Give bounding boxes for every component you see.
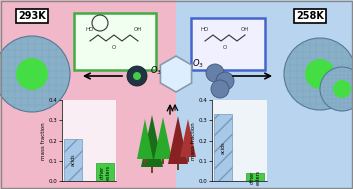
Bar	[187, 157, 189, 162]
Polygon shape	[160, 56, 192, 92]
Circle shape	[216, 72, 234, 90]
Circle shape	[0, 36, 70, 112]
Bar	[0, 0, 176, 189]
Text: OH: OH	[134, 27, 142, 32]
Text: OH: OH	[241, 27, 249, 32]
Polygon shape	[180, 119, 196, 157]
Circle shape	[133, 72, 141, 80]
Y-axis label: mass fraction: mass fraction	[191, 122, 196, 160]
Circle shape	[206, 64, 224, 82]
Text: acids: acids	[221, 142, 226, 154]
Circle shape	[16, 58, 48, 90]
Text: 258K: 258K	[296, 11, 324, 21]
Text: other
esters: other esters	[250, 170, 261, 185]
Text: HO: HO	[86, 27, 94, 32]
Polygon shape	[141, 115, 163, 167]
FancyBboxPatch shape	[191, 18, 265, 70]
Text: O: O	[223, 45, 227, 50]
Polygon shape	[168, 116, 188, 164]
Text: 293K: 293K	[18, 11, 46, 21]
Circle shape	[320, 67, 353, 111]
Circle shape	[211, 80, 229, 98]
Bar	[246, 173, 264, 181]
FancyBboxPatch shape	[74, 13, 156, 70]
Text: other
esters: other esters	[100, 165, 110, 180]
Circle shape	[333, 80, 351, 98]
Text: HO: HO	[201, 27, 209, 32]
Text: O: O	[112, 45, 116, 50]
Circle shape	[127, 66, 147, 86]
Bar	[162, 159, 164, 164]
Text: $O_3$: $O_3$	[150, 65, 162, 77]
Bar	[177, 164, 179, 170]
Bar	[176, 0, 353, 189]
Polygon shape	[154, 117, 172, 159]
Bar	[64, 139, 82, 181]
Bar	[214, 114, 232, 181]
Bar	[151, 167, 153, 173]
Circle shape	[305, 59, 335, 89]
Bar	[144, 159, 146, 164]
Y-axis label: mass fraction: mass fraction	[41, 122, 46, 160]
Circle shape	[284, 38, 353, 110]
Text: acids: acids	[71, 154, 76, 167]
Text: $O_3$: $O_3$	[192, 58, 204, 70]
Polygon shape	[137, 119, 153, 159]
Bar	[96, 163, 114, 181]
